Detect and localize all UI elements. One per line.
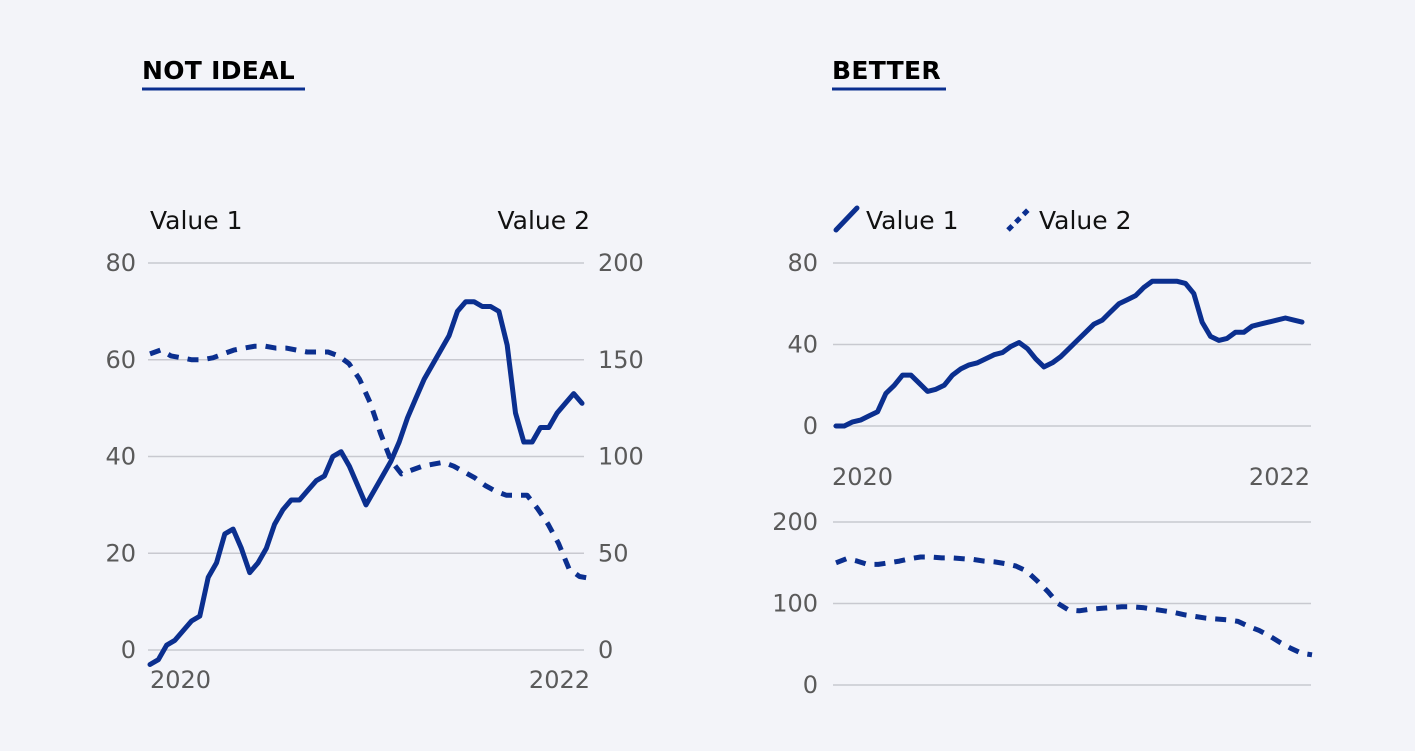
right-top-y-ticks: 0 40 80: [787, 249, 818, 440]
left-heading: NOT IDEAL: [142, 56, 295, 85]
right-top-x-tick-label: 2020: [832, 463, 893, 491]
left-x-tick-label: 2020: [150, 666, 211, 694]
right-heading: BETTER: [832, 56, 941, 85]
legend: Value 1 Value 2: [833, 205, 1132, 235]
left-y-ticks-value2: 0 50 100 150 200: [598, 249, 644, 664]
right-series-value1-line: [833, 278, 1305, 429]
left-panel: NOT IDEAL Value 1 Value 2 0 20 40 60 80 0 50 1…: [105, 56, 643, 694]
right-series-value2-line: [835, 554, 1313, 658]
legend-dashed-line-icon: [1006, 206, 1032, 232]
legend-label-value1: Value 1: [866, 206, 959, 235]
right-bottom-tick-label: 0: [803, 671, 818, 699]
right-bottom-tick-label: 200: [772, 508, 818, 536]
left-series-value2-line: [149, 343, 591, 581]
left-value2-tick-label: 100: [598, 443, 644, 471]
legend-label-value2: Value 2: [1039, 206, 1132, 235]
right-top-tick-label: 0: [803, 412, 818, 440]
legend-solid-line-icon: [833, 205, 860, 233]
left-value2-tick-label: 0: [598, 636, 613, 664]
right-panel: BETTER Value 1 Value 2 0 40 80 2020 2022 0 1…: [772, 56, 1313, 699]
right-top-x-ticks: 2020 2022: [832, 463, 1310, 491]
left-value1-tick-label: 80: [105, 249, 136, 277]
left-axis-title-value1: Value 1: [150, 206, 243, 235]
left-value1-tick-label: 20: [105, 539, 136, 567]
left-value2-tick-label: 50: [598, 539, 629, 567]
right-top-x-tick-label: 2022: [1249, 463, 1310, 491]
left-series-value1-line: [147, 299, 585, 667]
right-bottom-gridlines: [833, 521, 1311, 686]
left-value1-tick-label: 0: [121, 636, 136, 664]
left-value1-tick-label: 60: [105, 346, 136, 374]
right-top-tick-label: 80: [787, 249, 818, 277]
right-top-tick-label: 40: [787, 331, 818, 359]
left-axis-title-value2: Value 2: [497, 206, 590, 235]
left-y-ticks-value1: 0 20 40 60 80: [105, 249, 136, 664]
left-x-ticks: 2020 2022: [150, 666, 590, 694]
left-value1-tick-label: 40: [105, 443, 136, 471]
left-gridlines: [148, 262, 584, 651]
left-value2-tick-label: 150: [598, 346, 644, 374]
right-bottom-tick-label: 100: [772, 590, 818, 618]
left-value2-tick-label: 200: [598, 249, 644, 277]
left-x-tick-label: 2022: [529, 666, 590, 694]
right-bottom-y-ticks: 0 100 200: [772, 508, 818, 699]
